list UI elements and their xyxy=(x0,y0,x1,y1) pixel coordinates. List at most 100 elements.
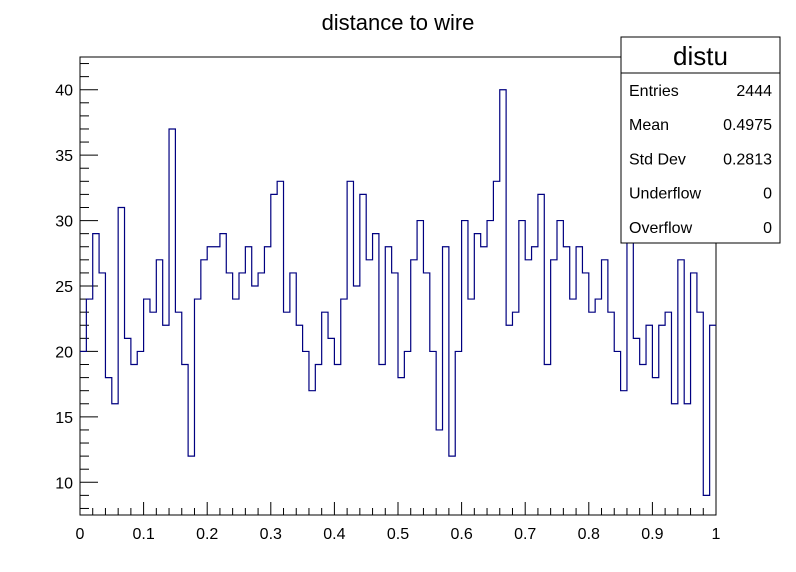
stats-label: Overflow xyxy=(629,220,693,237)
histogram-bin xyxy=(551,260,557,515)
histogram-bin xyxy=(315,365,321,515)
histogram-bin xyxy=(646,325,652,515)
y-tick-label: 10 xyxy=(55,475,73,492)
histogram-bin xyxy=(322,312,328,515)
histogram-bin xyxy=(411,260,417,515)
histogram-bin xyxy=(258,273,264,515)
histogram-bin xyxy=(570,299,576,515)
histogram-bin xyxy=(582,273,588,515)
histogram-bin xyxy=(481,247,487,515)
histogram-bin xyxy=(284,312,290,515)
x-tick-label: 0.8 xyxy=(578,526,600,543)
x-tick-label: 0.7 xyxy=(514,526,536,543)
x-tick-label: 0.5 xyxy=(387,526,409,543)
histogram-bin xyxy=(614,351,620,515)
histogram-bin xyxy=(500,90,506,515)
histogram-bin xyxy=(144,299,150,515)
histogram-bin xyxy=(366,260,372,515)
histogram-bin xyxy=(659,325,665,515)
histogram-bin xyxy=(226,273,232,515)
histogram-bin xyxy=(201,260,207,515)
stats-label: Mean xyxy=(629,117,669,134)
histogram-bin xyxy=(640,365,646,515)
histogram-bin xyxy=(379,365,385,515)
histogram-bin xyxy=(602,260,608,515)
histogram-bin xyxy=(169,129,175,515)
histogram-bin xyxy=(182,365,188,515)
histogram-bin xyxy=(112,404,118,515)
histogram-bin xyxy=(80,351,86,515)
histogram-bin xyxy=(691,273,697,515)
histogram-bin xyxy=(252,286,258,515)
x-tick-label: 0 xyxy=(76,526,85,543)
histogram-bin xyxy=(665,312,671,515)
histogram-bin xyxy=(474,234,480,515)
x-tick-label: 1 xyxy=(712,526,721,543)
histogram-bin xyxy=(589,312,595,515)
histogram-bin xyxy=(233,299,239,515)
x-axis: 0 0.1 0.2 0.3 0.4 0.5 0.6 0.7 0.8 0.9 1 xyxy=(76,502,721,543)
stats-value: 0.4975 xyxy=(723,117,772,134)
histogram-bin xyxy=(697,312,703,515)
histogram-bin xyxy=(557,221,563,515)
stats-label: Entries xyxy=(629,83,679,100)
x-tick-label: 0.2 xyxy=(196,526,218,543)
histogram-bin xyxy=(93,234,99,515)
histogram-bin xyxy=(334,365,340,515)
histogram-bin xyxy=(506,325,512,515)
y-tick-label: 20 xyxy=(55,344,73,361)
stats-value: 0 xyxy=(763,186,772,203)
histogram-bin xyxy=(353,286,359,515)
histogram-bin xyxy=(277,181,283,515)
histogram-bin xyxy=(519,221,525,515)
histogram-bin xyxy=(239,273,245,515)
stats-value: 0.2813 xyxy=(723,151,772,168)
histogram-bin xyxy=(245,247,251,515)
histogram-bin xyxy=(105,378,111,515)
histogram-bin xyxy=(347,181,353,515)
histogram-bin xyxy=(652,378,658,515)
stats-value: 0 xyxy=(763,220,772,237)
histogram-bin xyxy=(684,404,690,515)
histogram-bin xyxy=(544,365,550,515)
histogram-bin xyxy=(385,247,391,515)
histogram-bin xyxy=(487,221,493,515)
stats-box: distu Entries 2444 Mean 0.4975 Std Dev 0.2813… xyxy=(620,36,781,244)
stats-box-title: distu xyxy=(673,41,728,71)
chart-title: distance to wire xyxy=(322,10,475,35)
histogram-bin xyxy=(621,391,627,515)
histogram-bin xyxy=(595,299,601,515)
histogram-bin xyxy=(271,194,277,515)
histogram-bin xyxy=(678,260,684,515)
histogram-bin xyxy=(468,299,474,515)
histogram-bin xyxy=(532,247,538,515)
histogram-bin xyxy=(309,391,315,515)
y-tick-label: 35 xyxy=(55,148,73,165)
x-tick-label: 0.6 xyxy=(450,526,472,543)
histogram-bin xyxy=(710,325,716,515)
histogram-bin xyxy=(125,338,131,515)
histogram-bin xyxy=(392,273,398,515)
y-tick-label: 15 xyxy=(55,410,73,427)
histogram-bin xyxy=(373,234,379,515)
histogram-bin xyxy=(423,273,429,515)
histogram-bin xyxy=(137,351,143,515)
histogram-bin xyxy=(188,456,194,515)
histogram-bin xyxy=(512,312,518,515)
y-tick-label: 30 xyxy=(55,214,73,231)
histogram-bin xyxy=(175,312,181,515)
histogram-bin xyxy=(303,351,309,515)
histogram-bin xyxy=(214,247,220,515)
histogram-bin xyxy=(290,273,296,515)
histogram-bin xyxy=(398,378,404,515)
y-axis: 10 15 20 25 30 35 40 xyxy=(55,63,98,509)
y-tick-label: 40 xyxy=(55,83,73,100)
histogram-bin xyxy=(538,194,544,515)
histogram-bin xyxy=(417,221,423,515)
histogram-series-line xyxy=(80,89,716,496)
histogram-bin xyxy=(703,495,709,515)
histogram-bin xyxy=(194,299,200,515)
histogram-bin xyxy=(207,247,213,515)
histogram-bin xyxy=(150,312,156,515)
histogram-bin xyxy=(264,247,270,515)
